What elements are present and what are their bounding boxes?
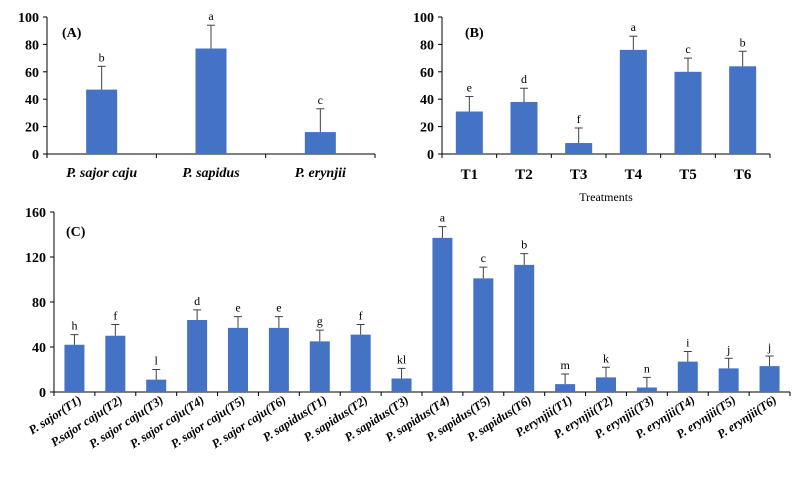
panel-c-significance-label: f [113, 309, 117, 323]
panel-c-significance-label: a [440, 211, 446, 225]
panel-c-bar [268, 327, 289, 392]
panel-b-category-label: T5 [679, 167, 697, 183]
panel-c-significance-label: g [317, 314, 323, 328]
panel-b-y-tick-label: 40 [420, 93, 434, 108]
panel-b-category-label: T4 [625, 167, 643, 183]
panel-c-bar [228, 327, 248, 392]
panel-c-significance-label: i [686, 336, 690, 350]
panel-c-significance-label: b [521, 238, 527, 252]
panel-a-bar [86, 89, 118, 154]
panel-a-y-tick-label: 80 [25, 38, 39, 53]
panel-b-y-tick-label: 0 [427, 148, 434, 163]
panel-c-y-tick-label: 120 [25, 251, 46, 266]
panel-c-bar [187, 320, 208, 392]
panel-a-y-tick-label: 60 [25, 66, 39, 81]
panel-c-significance-label: e [276, 301, 281, 315]
panel-c-bar [105, 335, 126, 392]
panel-b-bar [674, 71, 702, 154]
panel-c-y-tick-label: 80 [32, 296, 46, 311]
panel-c-bar [759, 366, 780, 392]
panel-a-label: (A) [62, 26, 82, 41]
panel-c-significance-label: j [767, 340, 771, 354]
panel-c-significance-label: m [560, 358, 570, 372]
panel-a-y-tick-label: 0 [32, 148, 39, 163]
panel-b-y-tick-label: 60 [420, 66, 434, 81]
panel-c-bar [391, 378, 412, 392]
panel-c-significance-label: kl [397, 352, 407, 366]
panel-b-y-tick-label: 100 [413, 11, 434, 26]
panel-a-bar [304, 132, 336, 154]
panel-b-significance-label: c [685, 42, 690, 56]
panel-b-significance-label: a [631, 20, 637, 34]
panel-a-category-label: P. sajor caju [66, 166, 137, 181]
panel-c-bar [350, 334, 371, 392]
panel-b-category-label: T2 [515, 167, 533, 183]
panel-c-bar [309, 341, 330, 392]
panel-c-y-tick-label: 160 [25, 206, 46, 221]
panel-c-significance-label: d [194, 294, 200, 308]
panel-c-bar [596, 377, 616, 392]
panel-b-bar [510, 101, 538, 154]
panel-b-chart: (B) Treatments 0 20 40 60 80 100 e T1 d T2 f T3 a T4 c… [413, 11, 771, 204]
panel-b-bar [619, 49, 647, 154]
panel-c-bar [432, 237, 453, 392]
panel-c-significance-label: e [235, 301, 240, 315]
panel-b-significance-label: e [467, 80, 472, 94]
panel-b-category-label: T1 [461, 167, 479, 183]
panel-c-bar [677, 361, 698, 392]
panel-c-bar [636, 387, 657, 392]
panel-c-bar [718, 368, 739, 392]
panel-a-bar [195, 48, 227, 155]
panel-c-significance-label: f [359, 309, 363, 323]
panel-b-category-label: T6 [734, 167, 752, 183]
panel-a-y-tick-label: 40 [25, 93, 39, 108]
panel-c-y-tick-label: 0 [39, 386, 46, 401]
panel-b-y-tick-label: 20 [420, 121, 434, 136]
panel-b-significance-label: b [740, 35, 746, 49]
panel-b-significance-label: d [521, 72, 527, 86]
panel-a-significance-label: c [318, 93, 323, 107]
panel-a-category-label: P. erynjii [295, 166, 346, 181]
panel-c-significance-label: j [726, 342, 730, 356]
panel-a-y-tick-label: 20 [25, 121, 39, 136]
panel-b-label: (B) [465, 26, 484, 41]
panel-a-significance-label: b [99, 50, 105, 64]
panel-b-y-tick-label: 80 [420, 38, 434, 53]
panel-c-y-tick-label: 40 [32, 341, 46, 356]
panel-b-significance-label: f [577, 112, 581, 126]
panel-a-y-tick-label: 100 [18, 11, 39, 26]
panel-c-bar [146, 379, 167, 392]
panel-c-label: (C) [66, 225, 86, 240]
panel-a-chart: (A) 0 20 40 60 80 100 b P. sajor caju a P. sapidu… [18, 9, 376, 181]
panel-a-significance-label: a [208, 9, 214, 23]
panel-a-category-label: P. sapidus [182, 166, 240, 181]
panel-b-bar [455, 111, 483, 154]
panel-b-bar [565, 143, 593, 154]
panel-c-significance-label: n [644, 361, 650, 375]
panel-b-x-axis-title: Treatments [579, 190, 633, 204]
panel-c-bar [555, 384, 576, 392]
panel-b-category-label: T3 [570, 167, 588, 183]
panel-c-significance-label: h [71, 319, 77, 333]
panel-c-bar [473, 278, 494, 392]
panel-c-significance-label: c [481, 251, 486, 265]
panel-b-bar [729, 66, 757, 154]
panel-c-bar [514, 264, 535, 392]
panel-c-significance-label: l [155, 354, 159, 368]
panel-c-significance-label: k [603, 351, 609, 365]
panel-c-bar [64, 344, 85, 392]
